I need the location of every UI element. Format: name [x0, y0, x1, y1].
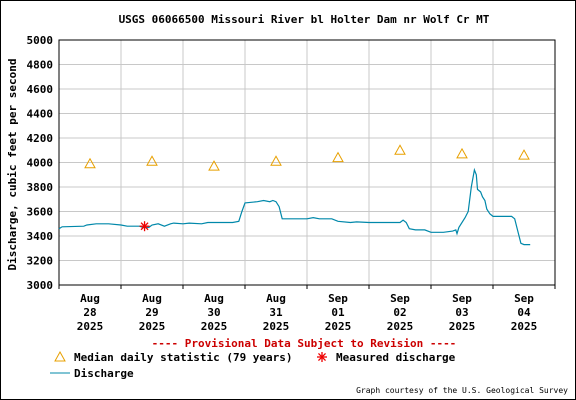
x-tick-label: 28: [83, 306, 96, 319]
x-tick-label: 2025: [511, 320, 538, 333]
x-tick-label: Sep: [452, 292, 472, 305]
series: [58, 144, 531, 246]
x-tick-label: 30: [207, 306, 220, 319]
y-tick-label: 5000: [27, 34, 54, 47]
legend: Median daily statistic (79 years) Measur…: [50, 350, 456, 380]
median-point: [518, 149, 530, 160]
median-point: [270, 155, 282, 166]
y-tick-label: 3200: [27, 255, 54, 268]
y-axis-ticks: 3000 3200 3400 3600 3800 4000 4200 4400 4600 4800…: [27, 34, 54, 292]
chart-title: USGS 06066500 Missouri River bl Holter D…: [119, 13, 490, 26]
y-tick-label: 4600: [27, 83, 54, 96]
x-tick-label: 2025: [77, 320, 104, 333]
x-tick-label: Aug: [266, 292, 286, 305]
x-tick-label: Sep: [514, 292, 534, 305]
legend-triangle-icon: [54, 350, 66, 362]
credit-note: Graph courtesy of the U.S. Geological Su…: [356, 386, 568, 395]
x-tick-label: Aug: [204, 292, 224, 305]
x-tick-label: 2025: [449, 320, 476, 333]
x-tick-label: Sep: [390, 292, 410, 305]
x-tick-label: 31: [269, 306, 283, 319]
x-tick-label: 2025: [263, 320, 290, 333]
median-point: [456, 147, 468, 159]
y-tick-label: 4800: [27, 59, 54, 72]
median-point: [208, 160, 220, 171]
x-tick-label: 29: [145, 306, 158, 319]
y-axis-label: Discharge, cubic feet per second: [6, 59, 19, 271]
median-point: [146, 155, 158, 166]
x-tick-label: 2025: [201, 320, 228, 333]
grid: [59, 39, 555, 286]
x-axis-ticks: Aug282025Aug292025Aug302025Aug312025Sep0…: [58, 285, 556, 333]
x-tick-label: 2025: [325, 320, 352, 333]
y-tick-label: 3800: [27, 181, 54, 194]
median-point: [394, 144, 406, 155]
y-tick-label: 3600: [27, 206, 54, 219]
legend-measured-label: Measured discharge: [336, 351, 456, 364]
x-tick-label: 03: [455, 306, 468, 319]
legend-asterisk-icon: [317, 352, 327, 362]
x-tick-label: 01: [331, 306, 345, 319]
legend-discharge-label: Discharge: [74, 367, 134, 380]
provisional-note: ---- Provisional Data Subject to Revisio…: [152, 337, 457, 350]
x-tick-label: Sep: [328, 292, 348, 305]
y-tick-label: 3000: [27, 279, 54, 292]
x-tick-label: 2025: [387, 320, 414, 333]
x-tick-label: 02: [393, 306, 406, 319]
median-point: [84, 157, 96, 169]
x-tick-label: Aug: [80, 292, 100, 305]
discharge-series-line: [58, 167, 531, 246]
y-tick-label: 4200: [27, 132, 54, 145]
legend-median-label: Median daily statistic (79 years): [74, 351, 293, 364]
x-tick-label: Aug: [142, 292, 162, 305]
x-tick-label: 2025: [139, 320, 166, 333]
x-tick-label: 04: [517, 306, 531, 319]
measured-point: [139, 221, 150, 232]
y-tick-label: 4400: [27, 108, 54, 121]
y-tick-label: 3400: [27, 230, 54, 243]
median-point: [332, 151, 344, 163]
y-tick-label: 4000: [27, 157, 54, 170]
